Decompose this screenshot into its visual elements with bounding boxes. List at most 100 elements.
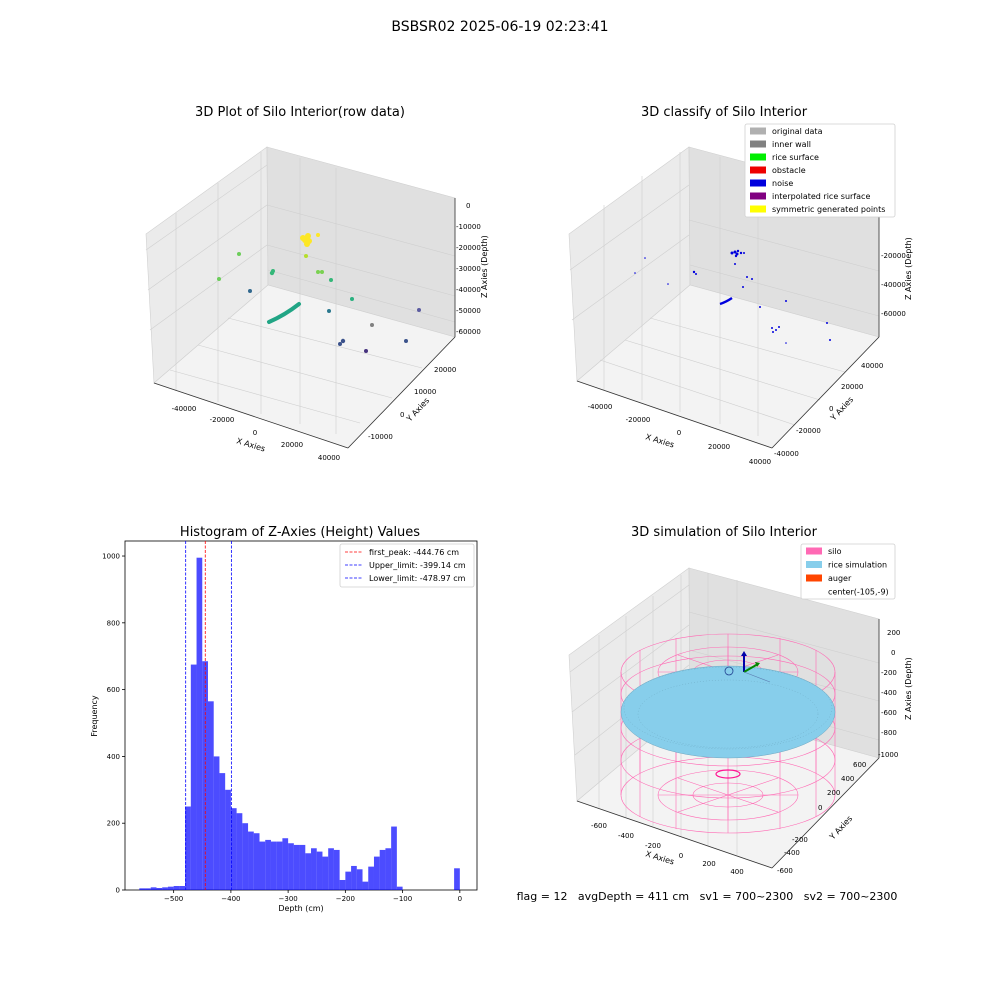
histogram-legend-label: Lower_limit: -478.97 cm [369,574,466,583]
histogram-legend: first_peak: -444.76 cm Upper_limit: -399.… [339,543,475,588]
simulation-legend: silo rice simulation auger center(-105,-9) [800,543,896,600]
histogram-bar [322,856,329,890]
histogram-bar [156,887,163,890]
classify-legend-swatch [750,179,766,187]
rice-simulation-surface [620,665,836,759]
histogram-yticks: 0 200 400 600 800 1000 [102,553,125,895]
sim-ytick: 400 [841,775,854,783]
classify-legend-box [744,123,896,218]
raw-ztick: -10000 [456,223,481,231]
histogram-bar [311,848,317,890]
raw-panel-title: 3D Plot of Silo Interior(row data) [195,105,405,120]
classify-panel-title: 3D classify of Silo Interior [641,105,808,120]
classify-legend-swatch [750,153,766,161]
simulation-legend-swatch [806,574,822,582]
classify-3d-panel: 3D classify of Silo Interior -40000 -200… [568,105,913,466]
classify-legend-label: obstacle [772,166,806,175]
sim-zlabel: Z Axies (Depth) [904,657,913,720]
sim-ytick: 200 [827,789,840,797]
histogram-xtick-label: 0 [458,895,462,903]
histogram-bar [362,881,369,890]
histogram-ytick-label: 800 [107,619,120,627]
histogram-bar [328,848,334,890]
classify-legend-label: noise [772,179,793,188]
simulation-legend-swatch [806,547,822,555]
classify-noise-arc [719,296,733,306]
raw-ztick: -60000 [456,328,481,336]
sim-xtick: -600 [591,822,607,830]
histogram-bar [225,789,231,890]
raw-ytick: 0 [400,411,404,419]
simulation-legend-box [800,543,896,600]
histogram-xtick-label: −200 [336,895,355,903]
classify-ytick: 40000 [861,362,883,370]
histogram-bar [373,856,380,890]
classify-gridlines [569,152,880,436]
classify-noise-points [634,249,831,344]
classify-xtick: 0 [677,429,681,437]
histogram-ytick-label: 200 [107,820,120,828]
center-axis-y [743,663,759,673]
raw-point-cluster-yellow [300,233,320,247]
sim-ytick: 600 [853,761,866,769]
classify-legend-swatch [750,166,766,174]
histogram-bar [391,826,397,890]
histogram-bar [259,841,266,890]
center-axis-z-arrow [741,651,747,656]
classify-legend-label: inner wall [772,140,811,149]
classify-tick-labels: -40000 -20000 0 20000 40000 -40000 -2000… [588,252,906,466]
histogram-bar [207,701,214,890]
histogram-bar [316,851,323,890]
histogram-bar [333,849,340,890]
raw-ytick: 10000 [414,388,436,396]
histogram-bar [396,886,403,890]
classify-legend-swatch [750,140,766,148]
sim-xtick: 400 [730,868,743,876]
histogram-bar [230,808,237,890]
raw-ytick: -10000 [368,433,393,441]
histogram-bar [150,887,157,890]
classify-ytick: 20000 [841,383,863,391]
raw-ztick: -40000 [456,286,481,294]
raw-xtick: 40000 [318,454,340,462]
sim-ztick: 200 [887,629,900,637]
histogram-bar [162,887,168,890]
sim-ytick: -200 [792,836,808,844]
histogram-bar [179,885,186,890]
classify-legend-swatch [750,205,766,213]
sim-ztick: -1000 [878,751,898,759]
histogram-ytick-label: 0 [116,887,120,895]
histogram-xticks: −500 −400 −300 −200 −100 0 [164,890,462,903]
sim-ztick: 0 [891,649,895,657]
classify-ztick: -40000 [881,281,906,289]
raw-point-arc [267,302,301,324]
histogram-ylabel: Frequency [90,695,99,737]
simulation-3d-panel: 3D simulation of Silo Interior [517,525,913,903]
histogram-bar [345,871,352,890]
raw-xtick: -40000 [172,405,197,413]
sim-ztick: -200 [881,669,897,677]
simulation-legend-label: center(-105,-9) [828,588,889,597]
simulation-tick-labels: -600 -400 -200 0 200 400 -600 -400 -200 … [591,629,900,876]
classify-xtick: 20000 [708,443,730,451]
histogram-vlines [185,541,232,890]
raw-zlabel: Z Axies (Depth) [480,235,489,298]
histogram-legend-box [339,543,475,588]
histogram-bar [288,843,294,890]
sim-ytick: -400 [784,849,800,857]
histogram-bar [213,756,220,890]
raw-xtick: 0 [253,429,257,437]
raw-ytick: 20000 [434,366,456,374]
sim-xtick: 0 [679,852,683,860]
raw-ztick: 0 [466,202,470,210]
histogram-bar [236,813,243,890]
sim-ztick: -800 [881,729,897,737]
classify-xtick: -40000 [588,403,613,411]
classify-legend-label: symmetric generated points [772,205,885,214]
histogram-bar [356,869,363,890]
histogram-ytick-label: 1000 [102,553,120,561]
histogram-xtick-label: −300 [279,895,298,903]
classify-legend-swatch [750,192,766,200]
sim-ylabel: Y Axies [827,814,854,842]
histogram-bar [190,664,197,890]
